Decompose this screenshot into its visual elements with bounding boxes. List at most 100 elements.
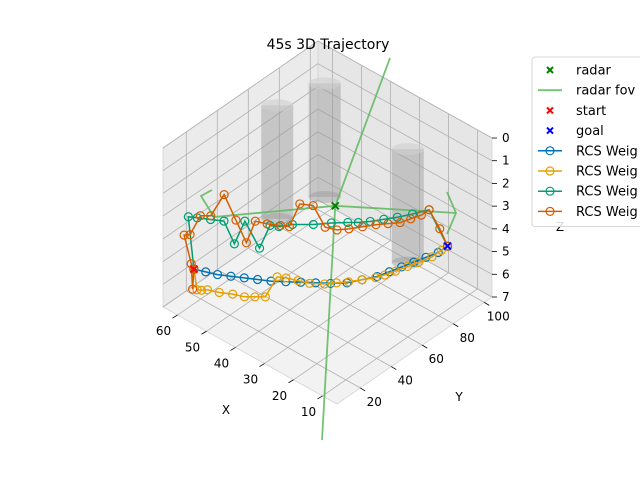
series-point — [435, 224, 445, 234]
x-tick-label: 30 — [243, 373, 258, 387]
cylinder-body — [261, 105, 294, 219]
fov-line-down — [321, 205, 337, 441]
series-point — [332, 225, 342, 235]
y-tick-mark — [453, 323, 459, 328]
series-point — [206, 211, 216, 221]
series-point — [305, 278, 315, 288]
legend-box — [531, 56, 640, 227]
series-point — [427, 252, 437, 262]
y-tick-label: 100 — [487, 309, 510, 323]
series-point — [240, 216, 250, 226]
series-point — [219, 190, 229, 200]
grid-line-z — [162, 176, 493, 285]
legend-label: radar — [576, 64, 612, 79]
legend-label: radar fov — [576, 84, 636, 99]
obstacle-cylinder — [391, 143, 424, 269]
legend-entry: goal — [546, 124, 604, 139]
legend-entry: RCS Weig — [538, 185, 638, 200]
series-point — [308, 219, 318, 230]
grid-line-z — [162, 108, 493, 217]
legend-label: goal — [576, 124, 604, 139]
series-point — [308, 200, 318, 211]
z-tick-label: 6 — [502, 267, 510, 281]
z-tick-label: 2 — [502, 176, 510, 190]
x-tick-mark — [201, 330, 207, 335]
fov-line-up — [334, 57, 391, 207]
series-point — [179, 230, 189, 240]
series-point — [326, 218, 336, 228]
series-point — [212, 269, 223, 280]
series-point — [275, 220, 286, 231]
legend-handle-circle — [545, 206, 555, 216]
legend-handle-circle — [545, 146, 555, 156]
y-tick-mark — [360, 387, 366, 392]
axis-ticks: 60 50 40 30 20 10 20 40 60 80 100 0 1 2 3 4 5 6 7 — [156, 131, 510, 419]
x-tick-label: 20 — [272, 389, 287, 403]
legend-entry: RCS Weig — [538, 144, 638, 159]
series-point — [196, 285, 207, 295]
series-point — [201, 267, 211, 277]
cylinder-body — [308, 83, 341, 197]
x-tick-mark — [288, 379, 294, 384]
series-point — [250, 292, 260, 302]
series-point — [343, 277, 354, 287]
series-point — [253, 274, 263, 285]
series-point — [436, 245, 446, 255]
series-point — [284, 222, 294, 232]
z-tick-label: 5 — [502, 245, 510, 259]
series-point — [371, 220, 381, 230]
x-tick-label: 10 — [301, 405, 316, 419]
series-point — [250, 216, 260, 226]
x-tick-label: 50 — [185, 340, 200, 354]
series-point — [185, 230, 195, 240]
series-point — [390, 266, 400, 276]
series-point — [403, 261, 413, 272]
series-point — [254, 243, 265, 253]
legend-entry: radar — [546, 64, 612, 79]
series-point — [281, 273, 291, 283]
grid-line-z — [162, 63, 493, 172]
series-point — [239, 273, 249, 283]
legend-entry: radar fov — [538, 84, 636, 99]
series-point — [371, 273, 381, 283]
legend-label: start — [576, 104, 606, 119]
series-point — [320, 222, 330, 232]
x-tick-mark — [317, 395, 323, 400]
series-point — [260, 292, 270, 302]
series-line — [193, 245, 448, 298]
series-point — [192, 285, 202, 295]
series-point — [274, 221, 284, 232]
series-point — [202, 285, 213, 295]
y-tick-label: 80 — [460, 331, 475, 345]
series-point — [413, 258, 423, 268]
start-marker — [189, 264, 199, 274]
series-point — [231, 215, 241, 225]
obstacle-cylinder — [261, 99, 294, 225]
series-2 — [189, 241, 453, 302]
series-point — [357, 275, 367, 285]
cylinder-top — [261, 99, 294, 112]
y-tick-label: 20 — [367, 395, 382, 409]
start-marker-stroke — [189, 264, 199, 274]
y-tick-mark — [422, 344, 428, 349]
series-point — [272, 272, 282, 282]
series-point — [226, 271, 236, 281]
series-point — [214, 287, 224, 298]
radar-marker-stroke — [331, 201, 340, 210]
series-point — [319, 279, 330, 289]
series-point — [383, 219, 393, 229]
series-point — [416, 210, 426, 220]
grid-line-z — [162, 131, 493, 240]
y-tick-label: 60 — [429, 352, 444, 366]
legend-handle-x — [546, 66, 554, 74]
x-tick-mark — [172, 314, 178, 319]
goal-marker — [443, 241, 452, 251]
x-tick-mark — [230, 347, 236, 351]
radar-marker — [331, 201, 340, 210]
x-axis-label: X — [222, 403, 230, 417]
point-markers — [189, 201, 452, 274]
z-tick-label: 1 — [502, 154, 510, 168]
legend-handle-x — [546, 106, 554, 115]
z-tick-label: 0 — [502, 131, 510, 145]
